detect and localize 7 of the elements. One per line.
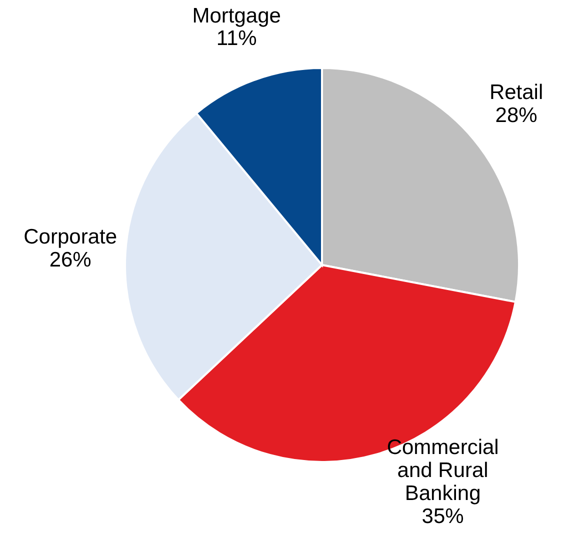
slice-label: Commercial and Rural Banking	[386, 436, 499, 505]
data-label: 11%	[216, 26, 257, 50]
data-label: 35%	[422, 504, 464, 528]
data-label: 28%	[495, 103, 538, 126]
slice-label: Retail	[489, 80, 544, 104]
data-label: 26%	[49, 248, 92, 272]
slice-label: Corporate	[24, 225, 118, 248]
